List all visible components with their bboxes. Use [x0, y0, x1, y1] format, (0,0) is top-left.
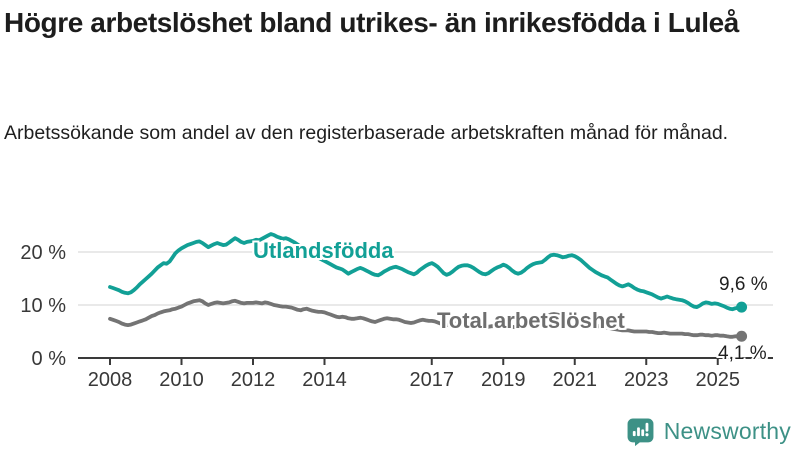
- end-value-total: 4,1 %: [718, 343, 767, 364]
- newsworthy-logo: Newsworthy: [626, 417, 791, 446]
- y-tick-label-20: 20 %: [20, 242, 66, 264]
- newsworthy-bubble-chart-icon: [627, 418, 654, 446]
- series-lines: [108, 232, 744, 339]
- x-tick-label-2025: 2025: [696, 369, 741, 391]
- x-tick-label-2019: 2019: [481, 369, 526, 391]
- x-tick-label-2021: 2021: [553, 369, 598, 391]
- y-tick-label-10: 10 %: [20, 295, 66, 317]
- x-tick-label-2008: 2008: [88, 369, 133, 391]
- gridlines: [78, 251, 773, 306]
- series-line-1: [108, 298, 744, 339]
- y-tick-label-0: 0 %: [32, 348, 67, 370]
- series-end-dot-1: [736, 330, 748, 342]
- x-tick-label-2012: 2012: [231, 369, 276, 391]
- series-line-0: [108, 232, 744, 312]
- x-tick-label-2010: 2010: [159, 369, 204, 391]
- series-label-total-arbetsloshet: Total arbetslöshet: [437, 308, 625, 333]
- series-label-utlandsfodda: Utlandsfödda: [253, 238, 394, 263]
- chart-subtitle: Arbetssökande som andel av den registerb…: [4, 122, 729, 144]
- series-end-dot-0: [736, 301, 748, 313]
- newsworthy-wordmark: Newsworthy: [663, 418, 791, 444]
- x-tick-label-2014: 2014: [302, 369, 347, 391]
- x-axis-labels: 2008 2010 2012 2014 2017 2019 2021 2023 2025: [88, 369, 740, 391]
- x-axis: [78, 357, 773, 365]
- x-tick-label-2023: 2023: [624, 369, 669, 391]
- chart-title: Högre arbetslöshet bland utrikes- än inr…: [4, 7, 739, 38]
- end-value-utlandsfodda: 9,6 %: [719, 274, 768, 295]
- y-axis-labels: 0 % 10 % 20 %: [20, 242, 66, 370]
- series-end-dots: [736, 301, 748, 342]
- x-tick-label-2017: 2017: [410, 369, 455, 391]
